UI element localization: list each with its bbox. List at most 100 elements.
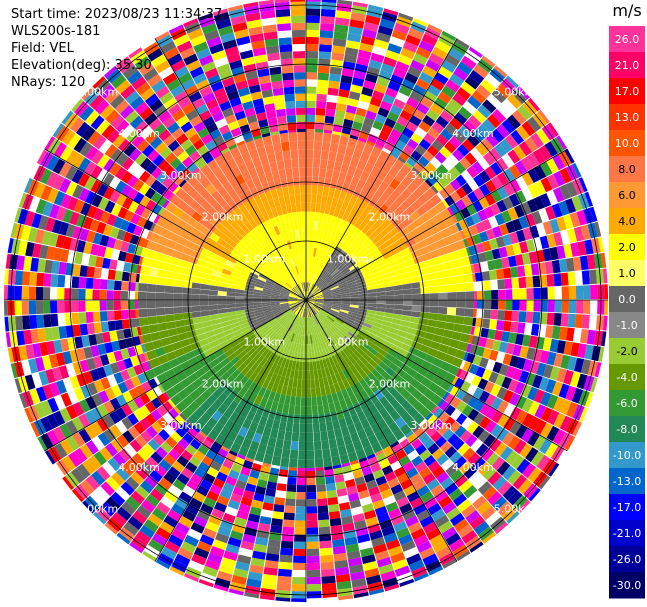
velocity-gate: [317, 65, 330, 74]
velocity-gate: [178, 516, 193, 529]
velocity-gate: [479, 231, 489, 243]
velocity-gate: [214, 242, 225, 252]
velocity-gate: [306, 299, 315, 300]
velocity-gate: [249, 241, 259, 250]
velocity-gate: [229, 252, 240, 261]
velocity-gate: [294, 405, 301, 415]
velocity-gate: [266, 262, 275, 271]
velocity-gate: [206, 237, 217, 247]
velocity-gate: [126, 457, 140, 471]
velocity-gate: [102, 461, 116, 477]
velocity-gate: [429, 249, 441, 259]
velocity-gate: [110, 491, 126, 507]
velocity-gate: [307, 326, 310, 336]
velocity-gate: [148, 539, 164, 553]
colorbar-cell: [609, 104, 645, 131]
velocity-gate: [228, 400, 239, 412]
velocity-gate: [27, 227, 38, 243]
velocity-gate: [318, 377, 325, 388]
velocity-gate: [552, 381, 563, 396]
velocity-gate: [254, 137, 265, 149]
velocity-gate: [216, 471, 228, 483]
velocity-gate: [249, 33, 264, 43]
velocity-gate: [300, 282, 304, 292]
velocity-gate: [80, 202, 92, 216]
velocity-gate: [155, 300, 165, 308]
velocity-gate: [217, 403, 228, 415]
velocity-gate: [374, 430, 386, 442]
velocity-gate: [482, 347, 492, 359]
velocity-gate: [130, 355, 140, 367]
velocity-gate: [420, 167, 432, 179]
velocity-gate: [321, 141, 331, 152]
velocity-gate: [192, 244, 204, 254]
velocity-gate: [206, 36, 222, 48]
velocity-gate: [177, 547, 194, 560]
velocity-gate: [506, 511, 520, 524]
velocity-gate: [520, 201, 532, 216]
velocity-gate: [141, 257, 152, 267]
velocity-gate: [288, 268, 294, 277]
velocity-gate: [383, 207, 394, 219]
velocity-gate: [401, 315, 411, 322]
velocity-gate: [180, 139, 193, 151]
velocity-gate: [580, 359, 592, 375]
velocity-gate: [395, 139, 407, 151]
velocity-gate: [156, 405, 168, 417]
velocity-gate: [254, 105, 266, 115]
velocity-gate: [338, 190, 347, 201]
velocity-gate: [395, 405, 407, 417]
velocity-gate: [310, 265, 314, 274]
velocity-gate: [487, 260, 496, 271]
velocity-gate: [281, 385, 288, 396]
velocity-gate: [226, 430, 238, 442]
velocity-gate: [137, 300, 147, 309]
velocity-gate: [102, 257, 111, 269]
velocity-gate: [292, 569, 306, 578]
velocity-gate: [363, 445, 375, 457]
velocity-gate: [156, 501, 171, 515]
velocity-gate: [277, 277, 286, 285]
velocity-gate: [575, 300, 584, 314]
velocity-gate: [289, 396, 296, 406]
velocity-gate: [416, 540, 432, 553]
velocity-gate: [287, 249, 293, 259]
velocity-gate: [326, 214, 334, 225]
velocity-gate: [306, 140, 314, 150]
velocity-gate: [505, 220, 516, 234]
velocity-gate: [278, 327, 286, 336]
velocity-gate: [238, 503, 251, 514]
velocity-gate: [339, 399, 348, 410]
velocity-gate: [394, 194, 406, 206]
velocity-gate: [98, 139, 112, 154]
velocity-gate: [97, 404, 109, 418]
velocity-gate: [477, 429, 491, 443]
velocity-gate: [410, 59, 425, 72]
velocity-gate: [187, 217, 199, 228]
velocity-gate: [498, 223, 509, 236]
velocity-gate: [159, 521, 175, 534]
velocity-gate: [233, 393, 244, 404]
velocity-gate: [476, 500, 492, 515]
velocity-gate: [211, 50, 227, 61]
velocity-gate: [97, 432, 111, 447]
velocity-gate: [321, 0, 337, 3]
velocity-gate: [226, 158, 238, 170]
velocity-gate: [246, 19, 262, 29]
velocity-gate: [377, 418, 388, 431]
velocity-gate: [546, 190, 558, 205]
velocity-gate: [372, 271, 382, 278]
velocity-gate: [52, 367, 63, 382]
velocity-gate: [261, 211, 270, 222]
colorbar-cell: [609, 312, 645, 339]
velocity-gate: [203, 496, 217, 509]
velocity-gate: [208, 300, 218, 306]
velocity-gate: [515, 409, 528, 424]
velocity-gate: [129, 148, 142, 162]
velocity-gate: [260, 256, 269, 265]
velocity-gate: [263, 266, 272, 274]
velocity-gate: [448, 136, 462, 149]
velocity-gate: [338, 219, 346, 229]
velocity-gate: [437, 164, 449, 176]
velocity-gate: [455, 174, 467, 187]
